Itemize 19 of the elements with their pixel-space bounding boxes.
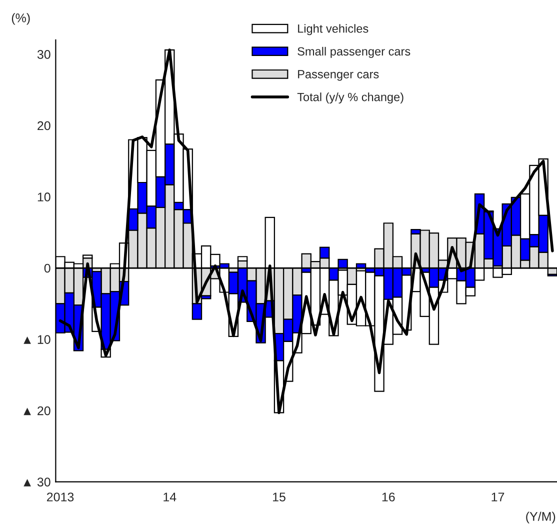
legend-label: Light vehicles [298, 24, 368, 36]
legend-label: Passenger cars [298, 70, 379, 81]
legend-label: Small passenger cars [298, 46, 410, 58]
y-tick-label: ▲ 10 [24, 335, 50, 344]
x-tick-label: 17 [492, 492, 504, 502]
y-tick-label: ▲ 30 [24, 478, 50, 486]
y-tick-label: 10 [38, 192, 50, 202]
y-tick-label: ▲ 20 [24, 406, 50, 416]
legend-label: Total (y/y % change) [297, 92, 404, 104]
x-tick-label: 14 [164, 492, 176, 502]
x-tick-label: 2013 [46, 492, 74, 502]
y-tick-label: 30 [37, 50, 50, 59]
y-axis-title: (%) [12, 13, 30, 25]
x-tick-label: 16 [382, 492, 395, 502]
x-tick-label: 15 [273, 492, 286, 502]
x-axis-title: (Y/M) [526, 512, 556, 524]
y-tick-label: 20 [38, 121, 50, 130]
line-series [58, 48, 554, 414]
y-tick-label: 0 [44, 264, 50, 273]
